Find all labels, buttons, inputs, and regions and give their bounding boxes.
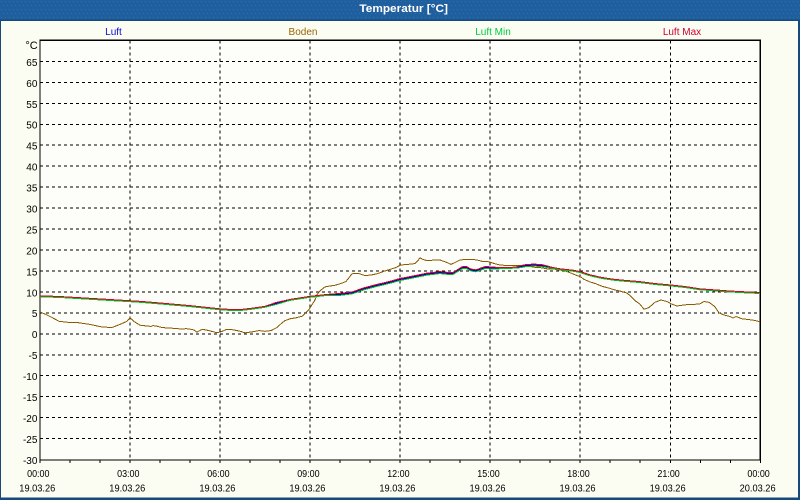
svg-text:19.03.26: 19.03.26: [379, 483, 415, 494]
svg-text:12:00: 12:00: [387, 469, 410, 480]
svg-text:45: 45: [26, 142, 38, 153]
svg-text:06:00: 06:00: [207, 469, 230, 480]
svg-text:18:00: 18:00: [567, 469, 590, 480]
svg-text:21:00: 21:00: [657, 469, 680, 480]
svg-text:-30: -30: [23, 456, 38, 467]
svg-text:00:00: 00:00: [747, 469, 770, 480]
svg-text:Luft: Luft: [105, 27, 122, 38]
svg-text:40: 40: [26, 163, 38, 174]
svg-text:°C: °C: [25, 40, 37, 52]
svg-text:15:00: 15:00: [477, 469, 500, 480]
svg-text:-5: -5: [28, 351, 37, 362]
svg-text:25: 25: [26, 226, 38, 237]
svg-text:50: 50: [26, 121, 38, 132]
svg-text:Temperatur [°C]: Temperatur [°C]: [359, 3, 448, 15]
svg-text:19.03.26: 19.03.26: [289, 483, 325, 494]
svg-text:19.03.26: 19.03.26: [470, 483, 506, 494]
svg-text:00:00: 00:00: [27, 469, 50, 480]
svg-text:20.03.26: 20.03.26: [740, 483, 776, 494]
svg-text:-25: -25: [23, 435, 38, 446]
svg-text:Luft Max: Luft Max: [663, 27, 701, 38]
svg-text:Luft Min: Luft Min: [475, 27, 511, 38]
svg-text:10: 10: [26, 288, 38, 299]
svg-text:5: 5: [32, 309, 38, 320]
svg-text:65: 65: [26, 58, 38, 69]
svg-text:15: 15: [26, 267, 38, 278]
svg-text:09:00: 09:00: [297, 469, 320, 480]
svg-text:-15: -15: [23, 393, 38, 404]
svg-text:30: 30: [26, 205, 38, 216]
svg-text:20: 20: [26, 246, 38, 257]
svg-text:60: 60: [26, 79, 38, 90]
svg-text:0: 0: [32, 330, 38, 341]
svg-text:-10: -10: [23, 372, 38, 383]
svg-text:19.03.26: 19.03.26: [650, 483, 686, 494]
svg-text:55: 55: [26, 100, 38, 111]
svg-text:19.03.26: 19.03.26: [19, 483, 55, 494]
svg-text:19.03.26: 19.03.26: [109, 483, 145, 494]
svg-text:Boden: Boden: [289, 27, 318, 38]
svg-text:19.03.26: 19.03.26: [199, 483, 235, 494]
svg-text:19.03.26: 19.03.26: [560, 483, 596, 494]
svg-text:35: 35: [26, 184, 38, 195]
svg-text:-20: -20: [23, 414, 38, 425]
svg-text:03:00: 03:00: [117, 469, 140, 480]
